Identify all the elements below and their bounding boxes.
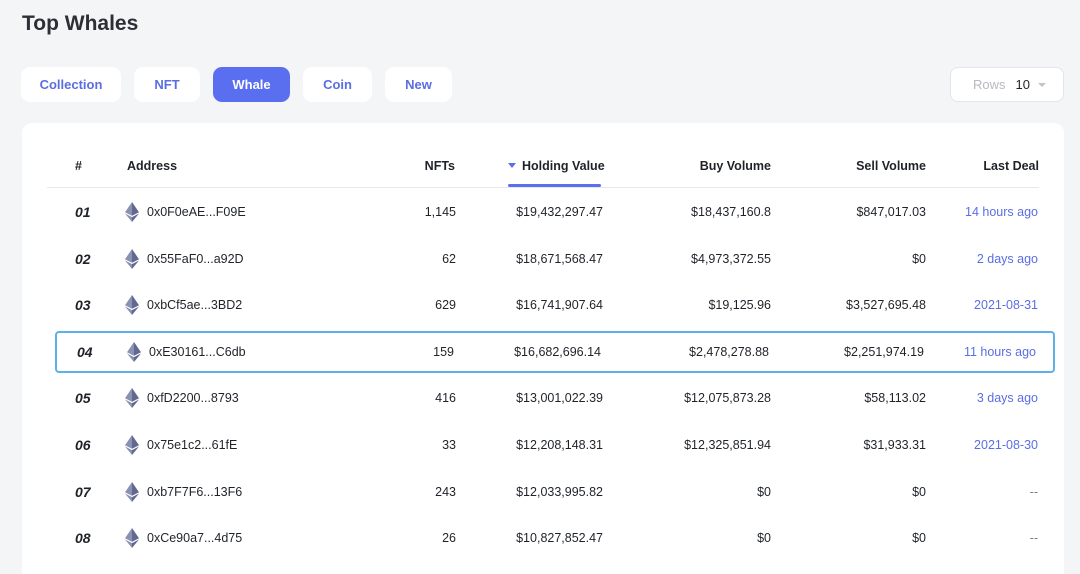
- holding-value-cell: $18,671,568.47: [516, 251, 603, 266]
- address-link[interactable]: 0xCe90a7...4d75: [147, 531, 243, 546]
- nfts-cell: 159: [433, 344, 454, 359]
- table-row[interactable]: 05 0xfD2200...8793 416 $13,001,022.39 $12,07…: [55, 377, 1055, 419]
- table-row[interactable]: 07 0xb7F7F6...13F6 243 $12,033,995.82 $0 $0 --: [55, 471, 1055, 513]
- last-deal-link[interactable]: 2 days ago: [976, 251, 1038, 266]
- last-deal-link[interactable]: 2021-08-30: [974, 438, 1038, 452]
- last-deal-link[interactable]: 2021-08-31: [974, 298, 1038, 313]
- holding-value-cell: $16,741,907.64: [516, 298, 603, 313]
- tab-whale[interactable]: Whale: [213, 67, 290, 102]
- nfts-cell: 243: [435, 484, 456, 499]
- table-row[interactable]: 04 0xE30161...C6db 159 $16,682,696.14 $2,478…: [55, 330, 1055, 373]
- nfts-cell: 1,145: [424, 205, 456, 219]
- last-deal-empty: --: [1029, 531, 1038, 546]
- column-header-last-deal[interactable]: Last Deal: [983, 159, 1039, 173]
- rank-cell: 01: [75, 204, 91, 220]
- sell-volume-cell: $0: [912, 484, 926, 499]
- buy-volume-cell: $12,325,851.94: [684, 438, 771, 452]
- address-link[interactable]: 0x75e1c2...61fE: [147, 438, 238, 452]
- ethereum-icon: [125, 248, 139, 269]
- table-header: # Address NFTs Holding Value Buy Volume …: [47, 143, 1039, 188]
- sort-indicator: [508, 184, 601, 187]
- chevron-down-icon: [1038, 83, 1046, 87]
- table-row[interactable]: 03 0xbCf5ae...3BD2 629 $16,741,907.64 $19,12…: [55, 284, 1055, 326]
- address-link[interactable]: 0xfD2200...8793: [147, 391, 239, 406]
- address-link[interactable]: 0x0F0eAE...F09E: [147, 205, 246, 219]
- column-header-rank: #: [75, 159, 82, 173]
- sell-volume-cell: $3,527,695.48: [846, 298, 926, 313]
- rank-cell: 03: [75, 297, 91, 314]
- tab-coin[interactable]: Coin: [303, 67, 372, 102]
- whales-table-card: # Address NFTs Holding Value Buy Volume …: [22, 123, 1064, 574]
- address-link[interactable]: 0xb7F7F6...13F6: [147, 484, 243, 499]
- sell-volume-cell: $847,017.03: [856, 205, 926, 219]
- buy-volume-cell: $0: [757, 531, 771, 546]
- nfts-cell: 33: [442, 438, 456, 452]
- last-deal-link[interactable]: 14 hours ago: [965, 205, 1038, 219]
- page-title: Top Whales: [22, 12, 139, 35]
- caret-down-icon: [508, 163, 516, 168]
- tab-new[interactable]: New: [385, 67, 452, 102]
- address-link[interactable]: 0x55FaF0...a92D: [147, 251, 244, 266]
- rows-value: 10: [1015, 77, 1030, 92]
- ethereum-icon: [125, 435, 139, 455]
- tab-nft[interactable]: NFT: [134, 67, 200, 102]
- ethereum-icon: [125, 481, 139, 502]
- table-row[interactable]: 08 0xCe90a7...4d75 26 $10,827,852.47 $0 $0 --: [55, 517, 1055, 559]
- holding-value-cell: $13,001,022.39: [516, 391, 603, 406]
- ethereum-icon: [125, 388, 139, 409]
- nfts-cell: 629: [435, 298, 456, 313]
- buy-volume-cell: $18,437,160.8: [691, 205, 771, 219]
- ethereum-icon: [125, 295, 139, 316]
- rank-cell: 06: [75, 437, 91, 453]
- sell-volume-cell: $2,251,974.19: [844, 344, 924, 359]
- table-row[interactable]: 06 0x75e1c2...61fE 33 $12,208,148.31 $12,325…: [55, 424, 1055, 466]
- column-header-sell-volume[interactable]: Sell Volume: [856, 159, 926, 173]
- sell-volume-cell: $0: [912, 251, 926, 266]
- last-deal-empty: --: [1029, 484, 1038, 499]
- address-link[interactable]: 0xbCf5ae...3BD2: [147, 298, 243, 313]
- last-deal-link[interactable]: 3 days ago: [976, 391, 1038, 406]
- nfts-cell: 26: [442, 531, 456, 546]
- holding-value-cell: $19,432,297.47: [516, 205, 603, 219]
- holding-value-cell: $10,827,852.47: [516, 531, 603, 546]
- holding-value-cell: $12,208,148.31: [516, 438, 603, 452]
- rank-cell: 07: [75, 483, 91, 500]
- tab-collection[interactable]: Collection: [21, 67, 121, 102]
- sell-volume-cell: $58,113.02: [864, 391, 926, 406]
- ethereum-icon: [127, 341, 141, 362]
- rank-cell: 02: [75, 250, 91, 267]
- ethereum-icon: [125, 202, 139, 222]
- address-link[interactable]: 0xE30161...C6db: [149, 344, 246, 359]
- ethereum-icon: [125, 528, 139, 549]
- rank-cell: 05: [75, 390, 91, 407]
- column-header-holding-value[interactable]: Holding Value: [508, 159, 605, 173]
- last-deal-link[interactable]: 11 hours ago: [963, 344, 1036, 359]
- column-header-buy-volume[interactable]: Buy Volume: [699, 159, 771, 173]
- buy-volume-cell: $2,478,278.88: [689, 344, 769, 359]
- table-row[interactable]: 01 0x0F0eAE...F09E 1,145 $19,432,297.47 $18,…: [55, 191, 1055, 233]
- holding-value-cell: $16,682,696.14: [514, 344, 601, 359]
- buy-volume-cell: $12,075,873.28: [684, 391, 771, 406]
- sell-volume-cell: $0: [912, 531, 926, 546]
- rows-per-page-select[interactable]: Rows 10: [950, 67, 1064, 102]
- sell-volume-cell: $31,933.31: [863, 438, 926, 452]
- column-header-nfts[interactable]: NFTs: [424, 159, 455, 173]
- rows-label: Rows: [973, 77, 1006, 92]
- buy-volume-cell: $0: [757, 484, 771, 499]
- rank-cell: 04: [77, 343, 93, 360]
- nfts-cell: 62: [442, 251, 456, 266]
- category-tabs: Collection NFT Whale Coin New: [21, 67, 452, 102]
- column-header-address: Address: [127, 159, 178, 173]
- holding-value-cell: $12,033,995.82: [516, 484, 603, 499]
- nfts-cell: 416: [435, 391, 456, 406]
- buy-volume-cell: $19,125.96: [708, 298, 771, 313]
- rank-cell: 08: [75, 530, 91, 547]
- buy-volume-cell: $4,973,372.55: [691, 251, 771, 266]
- table-row[interactable]: 02 0x55FaF0...a92D 62 $18,671,568.47 $4,973,…: [55, 238, 1055, 280]
